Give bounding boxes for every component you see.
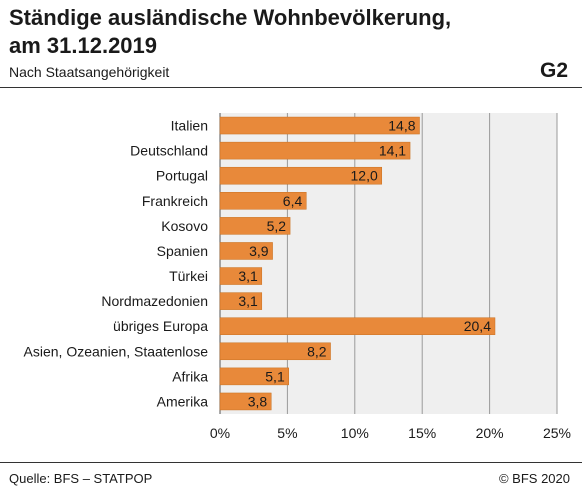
category-label: Portugal	[156, 168, 208, 184]
bar	[219, 267, 263, 285]
chart-title: Ständige ausländische Wohnbevölkerung, a…	[9, 5, 452, 58]
bar	[219, 166, 383, 185]
value-label: 6,4	[283, 193, 303, 209]
footer-divider	[0, 462, 582, 463]
value-label: 3,9	[249, 243, 269, 259]
copyright-note: © BFS 2020	[498, 471, 570, 486]
value-label: 8,2	[307, 343, 327, 359]
category-label: Deutschland	[130, 143, 208, 159]
x-tick-label: 0%	[210, 425, 230, 441]
category-label: Amerika	[157, 393, 209, 409]
category-label: Spanien	[157, 243, 208, 259]
x-tick-label: 10%	[341, 425, 369, 441]
bar	[219, 192, 307, 210]
value-label: 5,1	[265, 368, 285, 384]
value-label: 3,1	[238, 268, 258, 284]
bar	[219, 292, 263, 310]
bar	[219, 116, 420, 135]
x-tick-label: 20%	[476, 425, 504, 441]
category-label: Frankreich	[142, 193, 208, 209]
header-divider	[0, 87, 582, 88]
bar	[219, 392, 272, 411]
plot-area	[220, 113, 557, 414]
category-label: Nordmazedonien	[101, 293, 208, 309]
x-tick-label: 25%	[543, 425, 571, 441]
value-label: 12,0	[351, 168, 378, 184]
value-label: 5,2	[267, 218, 287, 234]
bar	[219, 317, 496, 335]
category-label: Asien, Ozeanien, Staatenlose	[24, 343, 209, 359]
figure-id: G2	[539, 59, 568, 82]
value-label: 14,1	[379, 143, 406, 159]
chart-subtitle: Nach Staatsangehörigkeit	[9, 64, 170, 80]
category-label: Kosovo	[161, 218, 208, 234]
category-label: Türkei	[169, 268, 208, 284]
category-label: Afrika	[172, 368, 208, 384]
value-label: 20,4	[464, 318, 491, 334]
x-tick-label: 15%	[408, 425, 436, 441]
bar	[219, 367, 289, 386]
bar	[219, 141, 411, 160]
category-label: Italien	[171, 118, 208, 134]
bar	[219, 217, 291, 235]
bar	[219, 342, 331, 361]
value-label: 14,8	[388, 118, 415, 134]
value-label: 3,1	[238, 293, 258, 309]
bar	[219, 242, 273, 260]
category-label: übriges Europa	[113, 318, 208, 334]
value-label: 3,8	[248, 393, 268, 409]
source-note: Quelle: BFS – STATPOP	[9, 471, 153, 486]
x-tick-label: 5%	[277, 425, 297, 441]
